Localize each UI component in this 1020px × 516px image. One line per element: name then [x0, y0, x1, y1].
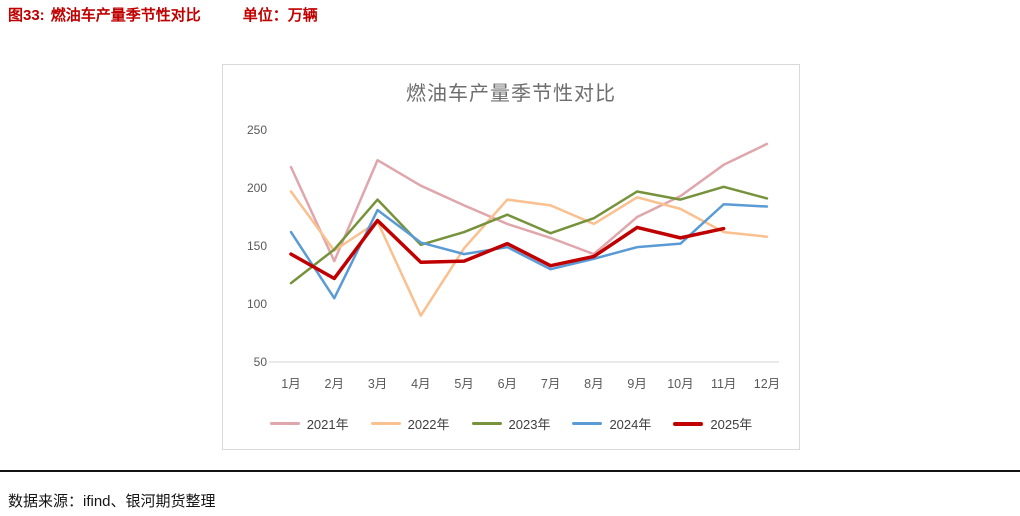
- report-header: 图33: 燃油车产量季节性对比 单位：万辆: [8, 4, 318, 25]
- y-axis-tick-label: 100: [247, 297, 267, 311]
- series-line-2025: [289, 218, 726, 281]
- legend-item-2024: 2024年: [572, 414, 651, 433]
- legend-item-2021: 2021年: [269, 414, 349, 433]
- x-axis-tick-label: 8月: [584, 377, 603, 391]
- series-line-2023: [289, 185, 769, 285]
- legend-swatch: [673, 421, 704, 426]
- x-axis-tick-label: 7月: [541, 377, 560, 391]
- x-axis-tick-label: 4月: [411, 377, 430, 391]
- y-axis-tick-label: 200: [247, 181, 267, 195]
- x-axis-tick-label: 10月: [667, 377, 693, 391]
- legend-swatch: [370, 422, 401, 425]
- x-axis-tick-label: 5月: [454, 377, 473, 391]
- legend-label: 2024年: [609, 417, 652, 432]
- y-axis-tick-label: 250: [247, 123, 267, 137]
- chart-legend: 2021年 2022年 2023年 2024年 2025年: [223, 414, 799, 433]
- header-title: 燃油车产量季节性对比: [50, 7, 201, 24]
- x-axis-tick-label: 6月: [498, 377, 517, 391]
- x-axis-tick-label: 2月: [325, 377, 344, 391]
- legend-swatch: [471, 422, 502, 425]
- x-axis-tick-label: 9月: [627, 377, 646, 391]
- legend-item-2025: 2025年: [673, 414, 752, 433]
- figure-label: 图33:: [8, 7, 45, 24]
- x-axis-tick-label: 3月: [368, 377, 387, 391]
- legend-label: 2025年: [710, 417, 753, 432]
- legend-swatch: [269, 422, 300, 425]
- x-axis-tick-label: 1月: [281, 377, 300, 391]
- legend-label: 2022年: [407, 417, 450, 432]
- chart-title: 燃油车产量季节性对比: [406, 83, 616, 105]
- header-unit: 单位：万辆: [242, 7, 318, 24]
- legend-swatch: [572, 422, 603, 425]
- y-axis-tick-label: 50: [254, 355, 268, 369]
- chart-panel: 燃油车产量季节性对比 250 200 150 100 50 1月 2月 3月 4月 5月 6月 7月 8…: [222, 64, 800, 450]
- footer-divider: [0, 470, 1020, 472]
- plot-svg: 250 200 150 100 50 1月 2月 3月 4月 5月 6月 7月 8月 9月 10月 11月 12…: [247, 123, 780, 391]
- footer-source-text: 数据来源：ifind、银河期货整理: [8, 493, 216, 510]
- legend-label: 2023年: [508, 417, 551, 432]
- x-axis-tick-label: 11月: [711, 377, 736, 391]
- x-axis-tick-label: 12月: [754, 377, 780, 391]
- y-axis-tick-label: 150: [247, 239, 267, 253]
- legend-item-2022: 2022年: [370, 414, 450, 433]
- legend-item-2023: 2023年: [471, 414, 551, 433]
- legend-label: 2021年: [306, 417, 349, 432]
- series-line-2021: [289, 142, 769, 263]
